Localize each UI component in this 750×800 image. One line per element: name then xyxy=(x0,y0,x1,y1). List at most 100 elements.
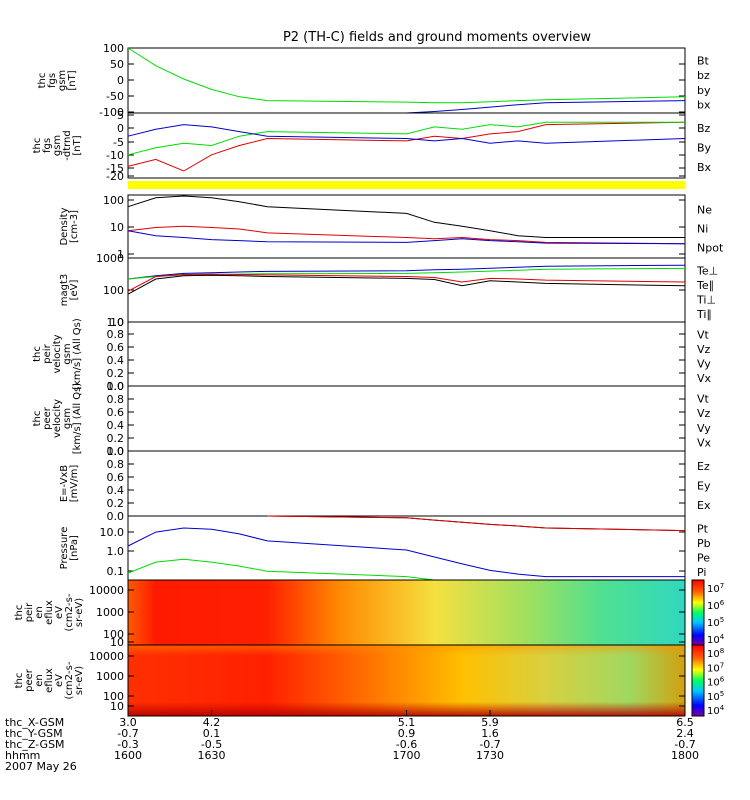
y-axis-label-line: [nT] xyxy=(67,70,78,90)
y-axis-label: thcfgsgsm-dtrnd[nT] xyxy=(32,130,83,161)
series-pi xyxy=(127,527,685,578)
legend-vz: Vz xyxy=(697,407,711,420)
y-tick-label: 0.6 xyxy=(107,471,125,484)
x-tick-value: 5.9 xyxy=(481,716,499,729)
legend-ex: Ex xyxy=(697,499,711,512)
y-tick-label: -50 xyxy=(106,90,124,103)
y-tick-label: 0.6 xyxy=(107,406,125,419)
y-axis-label-line: peir xyxy=(24,602,35,622)
x-tick-value: 1730 xyxy=(476,749,504,762)
y-tick-label: 10 xyxy=(110,700,124,713)
legend-bz: bz xyxy=(697,69,710,82)
x-row-label: thc_Y-GSM xyxy=(5,727,63,740)
y-tick-label: 1 xyxy=(117,248,124,261)
y-tick-label: 1000 xyxy=(96,670,124,683)
legend-ti⊥: Ti⊥ xyxy=(696,293,716,306)
colorbar-tick-label: 107 xyxy=(707,582,724,595)
x-tick-value: -0.3 xyxy=(117,738,138,751)
colorbar-tick-label: 107 xyxy=(707,661,724,674)
y-axis-label-line: gsm xyxy=(62,408,73,429)
x-tick-value: 6.5 xyxy=(676,716,694,729)
y-axis-label-line: eflux xyxy=(44,668,55,693)
y-axis-label: E=-VxB[mV/m] xyxy=(59,465,80,503)
series-ti⊥ xyxy=(127,264,686,280)
y-axis-label-line: magt3 xyxy=(59,274,70,307)
legend-bx: bx xyxy=(697,99,711,112)
y-axis-label-line: [eV] xyxy=(69,280,80,301)
panel-frame xyxy=(127,515,686,581)
y-tick-label: 1000 xyxy=(96,252,124,265)
panel-temp: 1000 100 10 magt3[eV] Te⊥ Te∥Ti⊥ Ti∥ xyxy=(59,252,718,329)
legend-vy: Vy xyxy=(697,422,711,435)
legend-vx: Vx xyxy=(697,437,712,450)
y-axis-label-line: Density xyxy=(59,207,70,245)
x-row-label: hhmm xyxy=(5,749,40,762)
y-tick-label: -15 xyxy=(106,162,124,175)
panel-frame xyxy=(127,112,686,179)
y-tick-label: 0 xyxy=(117,74,124,87)
y-tick-label: 0.8 xyxy=(107,328,125,341)
y-axis-label-line: peir xyxy=(42,343,53,363)
y-tick-label: -20 xyxy=(106,170,124,183)
y-tick-label: -10 xyxy=(106,149,124,162)
y-tick-label: 0.4 xyxy=(107,354,125,367)
y-axis-label-line: en xyxy=(34,674,45,687)
y-axis-label-line: thc xyxy=(37,73,48,89)
x-row-label: thc_Z-GSM xyxy=(5,738,65,751)
y-axis-label-line: gsm xyxy=(57,70,68,91)
y-tick-label: -100 xyxy=(99,106,124,119)
y-axis-label-line: velocity xyxy=(52,399,63,438)
panel-vi: 1.00.80.60.40.20.0thcpeirvelocitygsm[km/… xyxy=(32,316,712,393)
series-te∥ xyxy=(127,274,686,295)
y-axis-label-line: thc xyxy=(14,605,25,621)
legend-ti∥: Ti∥ xyxy=(696,308,712,321)
series-ne xyxy=(127,225,686,245)
colorbar-tick-label: 104 xyxy=(707,704,725,717)
y-tick-label: 10 xyxy=(110,636,124,649)
y-tick-label: 0.2 xyxy=(107,497,125,510)
series-te⊥ xyxy=(127,273,686,292)
x-tick-value: 1.6 xyxy=(481,727,499,740)
y-axis-label-line: [nPa] xyxy=(69,535,80,561)
spectrogram-overlay xyxy=(128,645,685,716)
legend-bx: Bx xyxy=(697,161,712,174)
series-bx xyxy=(127,124,686,144)
y-axis-label-line: thc xyxy=(14,673,25,689)
y-axis-label: thcpeirvelocitygsm[km/s] (All Qs) xyxy=(32,318,83,390)
x-tick-value: 1700 xyxy=(393,749,421,762)
x-tick-value: 2.4 xyxy=(676,727,694,740)
y-axis-label-line: gsm xyxy=(62,343,73,364)
x-tick-value: -0.7 xyxy=(117,727,138,740)
flag-bar xyxy=(128,181,685,189)
colorbar-tick-label: 104 xyxy=(707,633,725,646)
y-tick-label: 100 xyxy=(103,42,124,55)
y-tick-label: 100 xyxy=(103,690,124,703)
x-tick-value: -0.5 xyxy=(201,738,222,751)
y-axis-label-line: (cm2-s- xyxy=(64,661,75,699)
y-tick-label: 0.8 xyxy=(107,458,125,471)
y-tick-label: 100 xyxy=(103,628,124,641)
y-axis-label-line: sr-eV) xyxy=(74,598,85,627)
x-tick-value: 5.1 xyxy=(398,716,416,729)
legend-pb: Pb xyxy=(697,537,711,550)
y-tick-label: 100 xyxy=(103,284,124,297)
spectrogram-fill xyxy=(128,580,685,645)
panel-fgs-gsm: 100 50 0 -50 -100 thcfgsgsm[nT] Bt bz by bx xyxy=(37,42,711,119)
y-tick-label: 10.0 xyxy=(100,526,125,539)
y-tick-label: 0.0 xyxy=(107,510,125,523)
y-axis-label: thcpeirenefluxeV(cm2-s-sr-eV) xyxy=(14,593,85,631)
legend-bz: Bz xyxy=(697,122,711,135)
y-tick-label: 0.4 xyxy=(107,419,125,432)
y-tick-label: -5 xyxy=(113,136,124,149)
y-tick-label: 0.8 xyxy=(107,393,125,406)
y-axis-label-line: peer xyxy=(42,406,53,430)
legend-ni: Ni xyxy=(697,223,708,236)
panel-frame xyxy=(127,385,686,452)
series-pb xyxy=(267,515,686,532)
y-axis-label-line: [km/s] (All Qs) xyxy=(72,383,83,455)
y-axis-label-line: [mV/m] xyxy=(69,465,80,503)
